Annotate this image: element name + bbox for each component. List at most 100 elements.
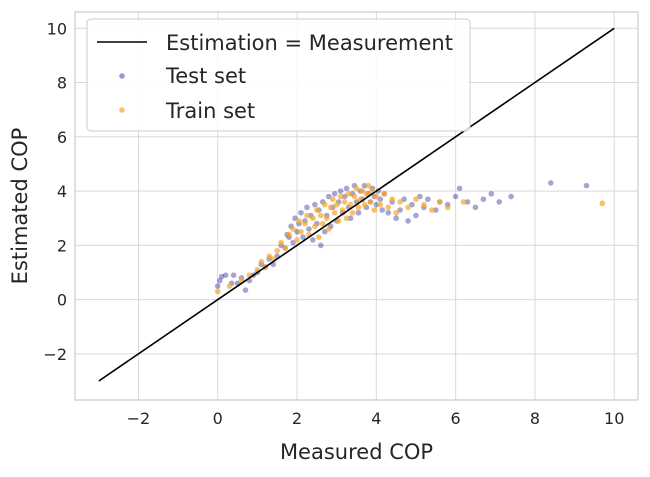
data-point <box>302 220 308 227</box>
data-point <box>214 288 221 295</box>
legend-label-test: Test set <box>165 64 246 88</box>
data-point <box>397 207 403 213</box>
data-point <box>345 190 352 197</box>
data-point <box>321 228 328 235</box>
plot-frame <box>74 11 639 401</box>
data-point <box>282 245 288 251</box>
data-point <box>460 199 467 205</box>
legend-box <box>86 18 471 132</box>
data-point <box>337 193 344 200</box>
data-point <box>417 193 423 200</box>
data-point <box>304 212 310 219</box>
data-point <box>312 223 318 230</box>
data-point <box>421 201 427 208</box>
data-point <box>363 190 370 197</box>
data-point <box>316 234 322 241</box>
data-point <box>310 237 316 243</box>
data-point <box>508 193 514 200</box>
data-point <box>480 196 487 203</box>
data-point <box>351 193 358 200</box>
x-tick-label: 8 <box>530 409 540 428</box>
data-point <box>373 201 380 208</box>
data-point <box>385 204 392 211</box>
y-tick-label: 6 <box>57 128 67 147</box>
x-tick-label: 0 <box>213 409 223 428</box>
y-tick-label: −2 <box>43 345 67 364</box>
data-point <box>230 272 237 278</box>
data-point <box>365 182 372 189</box>
data-point <box>359 188 366 194</box>
y-tick-label: 4 <box>57 182 67 201</box>
data-point <box>266 253 273 259</box>
data-point <box>296 218 302 224</box>
data-point <box>306 226 312 232</box>
data-point <box>341 199 348 205</box>
data-point <box>353 185 360 192</box>
data-point <box>341 193 348 200</box>
data-point <box>258 258 265 265</box>
data-point <box>335 218 342 224</box>
data-point <box>298 228 304 235</box>
data-point <box>343 185 350 192</box>
data-point <box>436 199 443 205</box>
data-point <box>413 212 419 219</box>
data-point <box>583 182 590 189</box>
data-point <box>472 204 479 211</box>
series-train-set <box>214 182 606 295</box>
data-point <box>425 196 431 203</box>
data-point <box>401 196 407 203</box>
data-point <box>333 201 340 208</box>
data-point <box>373 193 380 200</box>
data-point <box>547 180 554 186</box>
data-point <box>318 242 324 249</box>
legend: Estimation = Measurement Test set Train … <box>86 18 471 132</box>
data-point <box>405 218 411 224</box>
x-tick-label: 10 <box>604 409 624 428</box>
data-point <box>464 199 471 205</box>
data-point <box>343 215 350 222</box>
data-point <box>242 287 249 293</box>
y-tick-label: 8 <box>57 74 67 93</box>
data-point <box>318 212 324 219</box>
data-point <box>298 209 304 216</box>
data-point <box>226 283 233 289</box>
data-point <box>304 204 310 211</box>
data-point <box>393 215 399 222</box>
data-point <box>294 228 300 235</box>
data-point <box>361 201 368 208</box>
data-point <box>389 196 395 203</box>
data-point <box>323 215 330 222</box>
data-point <box>347 201 354 208</box>
data-point <box>349 209 356 216</box>
data-point <box>294 237 300 243</box>
x-tick-label: 2 <box>292 409 302 428</box>
data-point <box>222 272 229 278</box>
data-point <box>397 199 403 205</box>
data-point <box>278 239 284 246</box>
data-point <box>337 188 344 194</box>
data-point <box>379 207 386 213</box>
data-point <box>405 204 411 211</box>
data-point <box>347 215 354 222</box>
data-point <box>327 204 334 211</box>
data-point <box>331 209 338 216</box>
x-axis-label: Measured COP <box>280 440 433 464</box>
data-point <box>444 204 451 211</box>
data-point <box>314 207 320 213</box>
data-point <box>429 207 435 213</box>
data-point <box>355 204 362 211</box>
data-point <box>371 207 378 213</box>
data-point <box>367 199 374 205</box>
data-point <box>599 200 606 207</box>
data-point <box>218 273 225 280</box>
x-tick-label: 6 <box>451 409 461 428</box>
data-point <box>321 201 328 208</box>
data-point <box>432 207 439 213</box>
data-point <box>409 201 415 208</box>
data-point <box>385 209 392 216</box>
data-point <box>361 182 368 189</box>
data-point <box>216 277 223 284</box>
x-tick-label: 4 <box>371 409 381 428</box>
data-point <box>355 209 362 216</box>
